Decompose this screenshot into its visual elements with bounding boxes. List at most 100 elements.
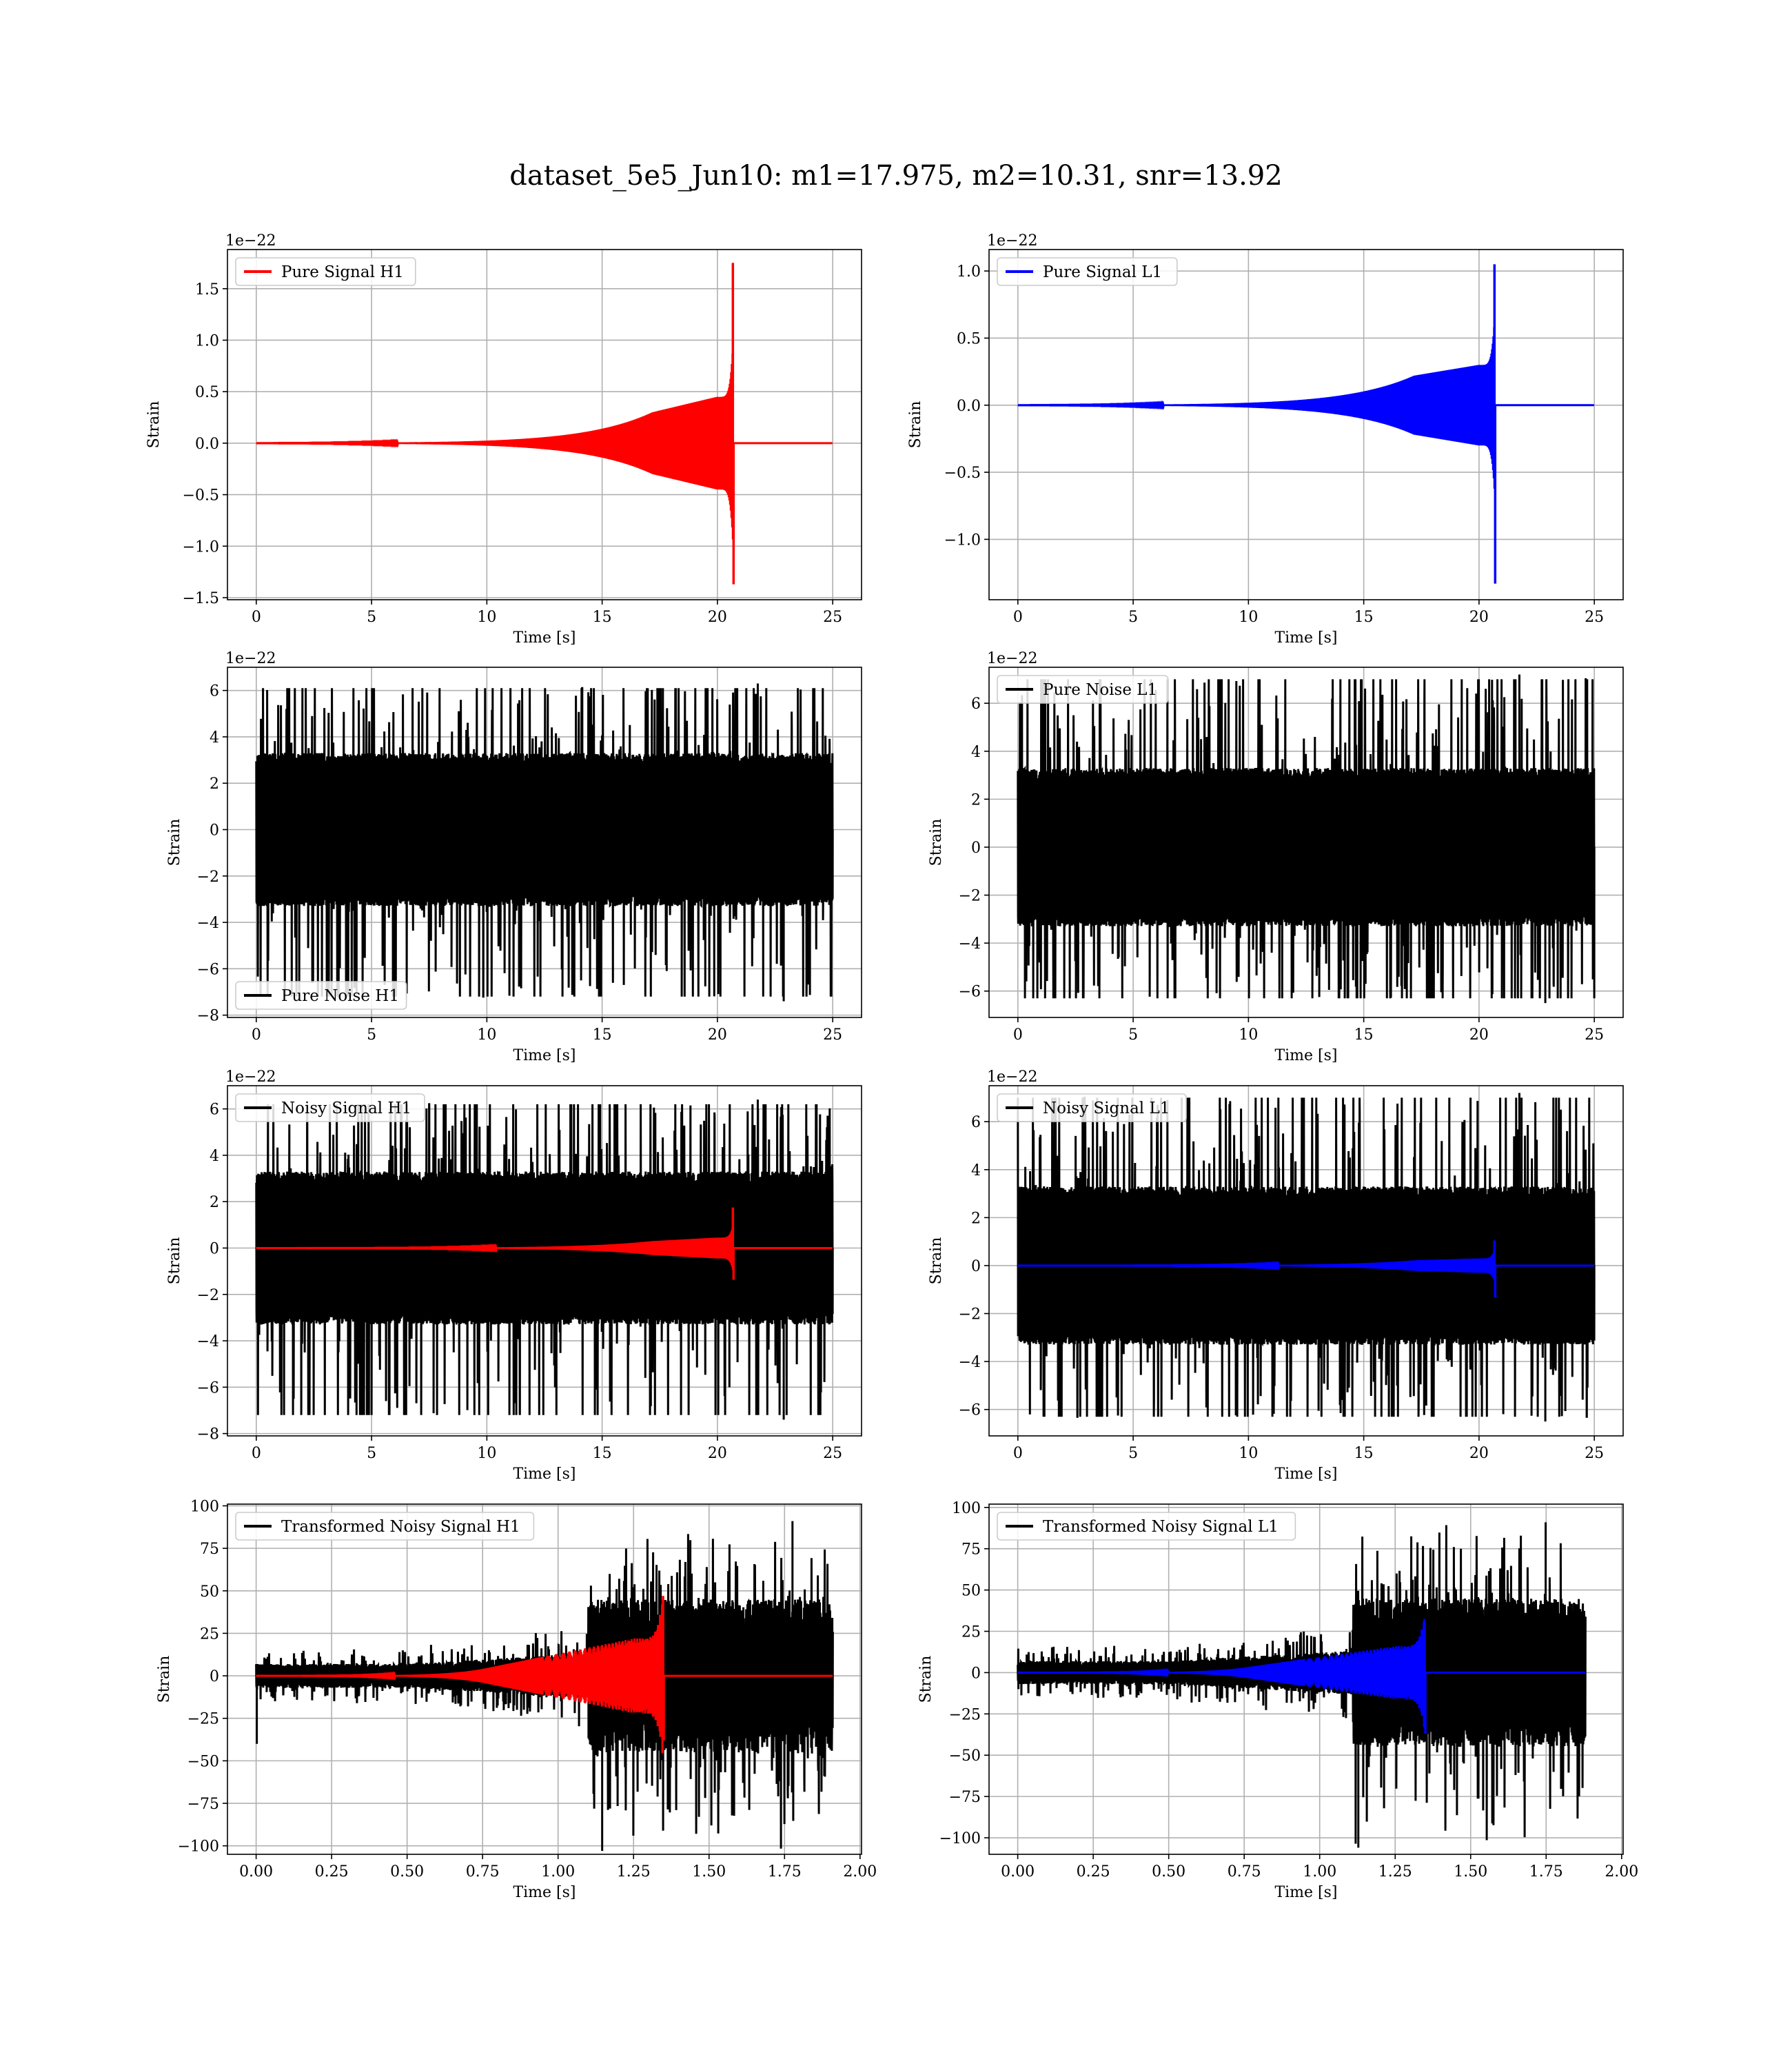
x-tick-label: 25 — [823, 1026, 842, 1044]
legend: Transformed Noisy Signal L1 — [997, 1512, 1296, 1541]
legend-box — [997, 1512, 1296, 1541]
x-tick-label: 0.50 — [390, 1863, 424, 1881]
x-tick-label: 5 — [367, 1445, 376, 1462]
y-tick-label: 4 — [210, 1148, 219, 1165]
legend: Pure Signal L1 — [997, 257, 1178, 286]
x-tick-label: 1.25 — [617, 1863, 651, 1881]
series-line — [255, 1103, 834, 1415]
y-tick-label: −4 — [959, 1354, 981, 1371]
x-tick-label: 0.25 — [1077, 1863, 1110, 1881]
x-tick-label: 0 — [1013, 609, 1023, 626]
y-tick-label: 0 — [971, 1665, 981, 1682]
x-tick-label: 0 — [1013, 1445, 1023, 1462]
y-tick-label: 100 — [952, 1500, 981, 1517]
y-tick-label: 75 — [961, 1541, 981, 1559]
x-tick-label: 1.25 — [1378, 1863, 1412, 1881]
x-tick-label: 15 — [1354, 609, 1374, 626]
y-tick-label: 6 — [971, 696, 981, 713]
x-tick-label: 2.00 — [843, 1863, 877, 1881]
x-tick-label: 25 — [823, 1445, 842, 1462]
y-tick-label: 1.5 — [195, 281, 219, 298]
x-tick-label: 15 — [593, 609, 612, 626]
plot-area — [1017, 1522, 1587, 1848]
y-axis-label: Strain — [917, 1656, 935, 1703]
legend-box — [997, 1093, 1187, 1122]
y-tick-label: −100 — [178, 1838, 219, 1856]
x-axis-label: Time [s] — [513, 1884, 576, 1901]
series-line — [1017, 1096, 1596, 1418]
x-tick-label: 0 — [1013, 1026, 1023, 1044]
plot-area — [255, 1099, 834, 1420]
x-axis-label: Time [s] — [1274, 1466, 1337, 1483]
legend-box — [997, 675, 1169, 704]
panel-transformed-noisy-signal-l1: 0.00 0.25 0.50 0.75 1.00 1.25 1.50 1.75 2.00 −100… — [917, 1500, 1638, 1901]
y-axis-label: Strain — [928, 819, 945, 866]
y-tick-label: −100 — [939, 1830, 981, 1847]
axes-frame — [988, 1085, 1624, 1437]
offset-text: 1e−22 — [987, 650, 1037, 667]
x-tick-label: 1.00 — [541, 1863, 575, 1881]
y-axis-label: Strain — [166, 819, 183, 866]
y-axis-label: Strain — [145, 401, 163, 449]
y-tick-label: 50 — [200, 1583, 219, 1601]
legend: Noisy Signal L1 — [997, 1093, 1187, 1122]
y-tick-label: −0.5 — [944, 465, 981, 482]
y-tick-label: 4 — [971, 1162, 981, 1179]
x-tick-label: 0.50 — [1152, 1863, 1185, 1881]
y-tick-label: 0.5 — [957, 330, 981, 347]
series-line — [256, 353, 833, 540]
x-tick-label: 0.00 — [239, 1863, 273, 1881]
x-tick-label: 5 — [367, 1026, 376, 1044]
legend-box — [997, 257, 1178, 286]
y-tick-label: 25 — [961, 1624, 981, 1641]
panel-pure-signal-h1: 0 5 10 15 20 25 −1.5 −1.0 −0.5 0.0 0.5 1.0 1.5 Time [… — [145, 232, 862, 647]
axes-frame — [988, 1503, 1624, 1855]
y-tick-label: 0.0 — [195, 436, 219, 453]
plot-area — [1017, 1093, 1596, 1422]
series-line — [1017, 1619, 1586, 1727]
y-tick-label: −1.0 — [183, 538, 219, 556]
y-tick-label: −25 — [187, 1711, 219, 1728]
legend-box — [235, 981, 407, 1010]
legend-label: Transformed Noisy Signal L1 — [1043, 1518, 1279, 1536]
legend: Transformed Noisy Signal H1 — [235, 1512, 535, 1541]
y-tick-label: −8 — [197, 1426, 219, 1443]
panel-pure-noise-l1: 0 5 10 15 20 25 −6 −4 −2 0 2 4 6 Time [s] Strain 1e−22 P… — [928, 650, 1624, 1064]
x-axis-label: Time [s] — [513, 1047, 576, 1064]
legend: Pure Signal H1 — [235, 257, 416, 286]
panel-transformed-noisy-signal-h1: 0.00 0.25 0.50 0.75 1.00 1.25 1.50 1.75 2.00 −100… — [156, 1498, 877, 1901]
x-tick-label: 1.75 — [768, 1863, 802, 1881]
x-tick-label: 20 — [708, 1445, 727, 1462]
axes-frame — [227, 1503, 862, 1855]
x-tick-label: 15 — [1354, 1445, 1374, 1462]
legend-label: Noisy Signal L1 — [1043, 1099, 1170, 1117]
x-tick-label: 1.75 — [1529, 1863, 1563, 1881]
x-tick-label: 0 — [252, 609, 261, 626]
legend: Noisy Signal H1 — [235, 1093, 425, 1122]
y-tick-label: −1.5 — [183, 590, 219, 607]
y-tick-label: −50 — [949, 1747, 981, 1765]
y-tick-label: −6 — [959, 984, 981, 1001]
plot-area — [255, 683, 834, 1002]
x-axis-label: Time [s] — [1274, 1884, 1337, 1901]
offset-text: 1e−22 — [987, 1068, 1037, 1086]
axes-frame — [988, 249, 1624, 600]
y-tick-label: 0 — [210, 822, 219, 839]
figure-title: dataset_5e5_Jun10: m1=17.975, m2=10.31, … — [509, 160, 1282, 192]
series-line — [256, 1228, 833, 1270]
legend: Pure Noise H1 — [235, 981, 407, 1010]
y-tick-label: 2 — [971, 1210, 981, 1227]
panel-noisy-signal-h1: 0 5 10 15 20 25 −8 −6 −4 −2 0 2 4 6 Time [s] Strain 1e−2… — [166, 1068, 862, 1483]
x-tick-label: 0.75 — [1228, 1863, 1261, 1881]
offset-text: 1e−22 — [225, 1068, 276, 1086]
x-axis-label: Time [s] — [1274, 1047, 1337, 1064]
x-tick-label: 20 — [1469, 1445, 1489, 1462]
x-tick-label: 0.25 — [315, 1863, 349, 1881]
x-tick-label: 20 — [1469, 609, 1489, 626]
x-tick-label: 0 — [252, 1026, 261, 1044]
x-tick-label: 10 — [1239, 1026, 1258, 1044]
y-tick-label: 2 — [971, 791, 981, 809]
y-axis-label: Strain — [156, 1656, 173, 1703]
panel-pure-noise-h1: 0 5 10 15 20 25 −8 −6 −4 −2 0 2 4 6 Time [s] Strain 1e−2… — [166, 650, 862, 1064]
